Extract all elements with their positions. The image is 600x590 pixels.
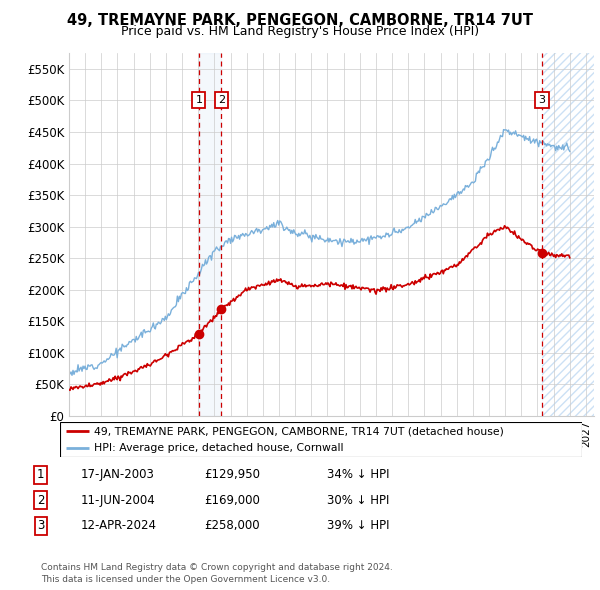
Bar: [199, 53, 221, 416]
Text: 1: 1: [196, 95, 202, 105]
Text: 2: 2: [37, 494, 44, 507]
Text: 30% ↓ HPI: 30% ↓ HPI: [327, 494, 389, 507]
Text: £169,000: £169,000: [204, 494, 260, 507]
Text: 12-APR-2024: 12-APR-2024: [81, 519, 157, 532]
FancyBboxPatch shape: [60, 422, 582, 457]
Bar: [542, 53, 594, 416]
Text: 3: 3: [538, 95, 545, 105]
Text: 34% ↓ HPI: 34% ↓ HPI: [327, 468, 389, 481]
Text: 17-JAN-2003: 17-JAN-2003: [81, 468, 155, 481]
Text: 11-JUN-2004: 11-JUN-2004: [81, 494, 156, 507]
Text: HPI: Average price, detached house, Cornwall: HPI: Average price, detached house, Corn…: [94, 442, 343, 453]
Text: £258,000: £258,000: [204, 519, 260, 532]
Text: Price paid vs. HM Land Registry's House Price Index (HPI): Price paid vs. HM Land Registry's House …: [121, 25, 479, 38]
Text: 3: 3: [37, 519, 44, 532]
Text: Contains HM Land Registry data © Crown copyright and database right 2024.
This d: Contains HM Land Registry data © Crown c…: [41, 563, 392, 584]
Text: 49, TREMAYNE PARK, PENGEGON, CAMBORNE, TR14 7UT: 49, TREMAYNE PARK, PENGEGON, CAMBORNE, T…: [67, 13, 533, 28]
Text: 1: 1: [37, 468, 44, 481]
Text: 39% ↓ HPI: 39% ↓ HPI: [327, 519, 389, 532]
Text: 2: 2: [218, 95, 225, 105]
Text: £129,950: £129,950: [204, 468, 260, 481]
Text: 49, TREMAYNE PARK, PENGEGON, CAMBORNE, TR14 7UT (detached house): 49, TREMAYNE PARK, PENGEGON, CAMBORNE, T…: [94, 427, 504, 437]
Bar: [542, 53, 594, 416]
